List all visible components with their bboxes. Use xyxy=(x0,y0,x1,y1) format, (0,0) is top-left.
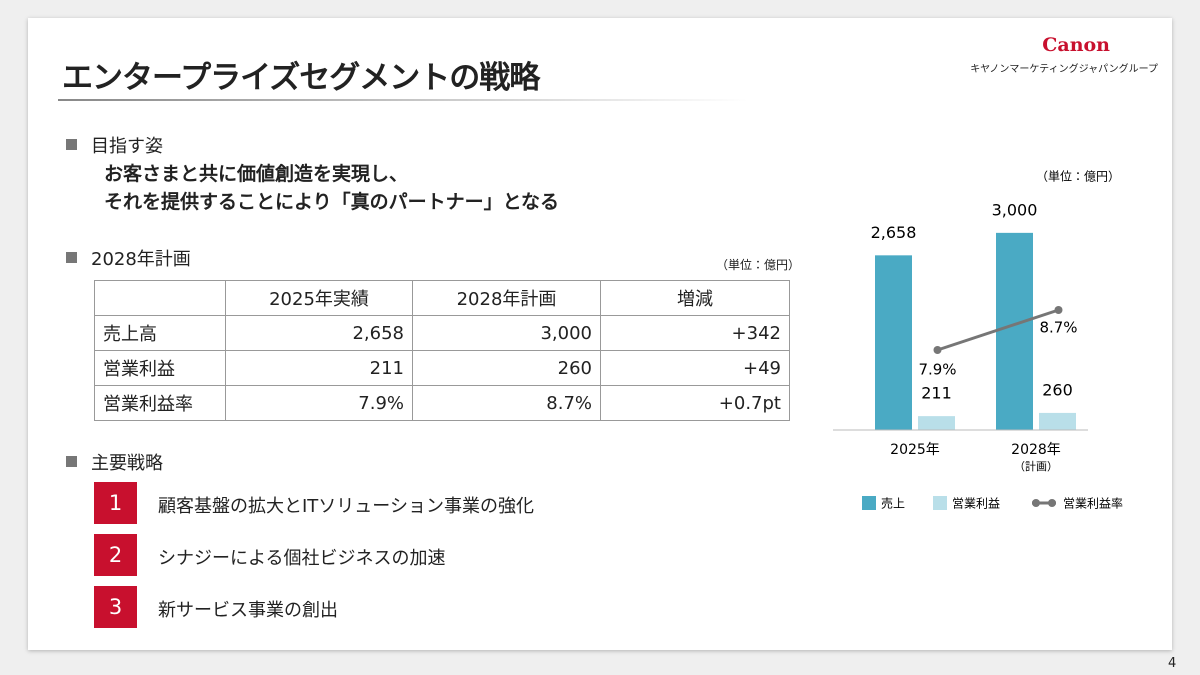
category-note: （計画） xyxy=(1014,459,1058,473)
cell: 8.7% xyxy=(412,385,601,421)
section-heading: 主要戦略 xyxy=(66,449,163,475)
company: キヤノンマーケティングジャパングループ xyxy=(970,64,1158,75)
rate-point xyxy=(1054,306,1063,314)
value-label: 260 xyxy=(1042,380,1073,399)
bar xyxy=(918,416,955,430)
column-header: 増減 xyxy=(600,280,790,316)
x-tick-label: 2028年 xyxy=(1011,442,1061,458)
value-label: 3,000 xyxy=(992,200,1038,219)
rate-line xyxy=(937,308,1059,352)
item-number: 1 xyxy=(94,482,137,524)
value-label: 211 xyxy=(921,384,952,403)
row: 営業利益 211 260 +49 xyxy=(94,350,790,386)
cell: +342 xyxy=(600,315,790,351)
plan-table: 2025年実績 2028年計画 増減 売上高 2,658 3,000 +342 … xyxy=(94,280,790,421)
legend-swatch xyxy=(862,496,876,510)
row: 売上高 2,658 3,000 +342 xyxy=(94,315,790,351)
legend-dot xyxy=(1048,499,1056,507)
title-rule xyxy=(58,99,748,101)
item-text: シナジーによる個社ビジネスの加速 xyxy=(158,548,446,569)
cell: 260 xyxy=(412,350,601,386)
cell: 7.9% xyxy=(225,385,413,421)
page-number: 4 xyxy=(1168,656,1177,671)
item-text: 新サービス事業の創出 xyxy=(158,600,338,621)
cell: 3,000 xyxy=(412,315,601,351)
vision-line: お客さまと共に価値創造を実現し、 xyxy=(104,163,409,185)
cell: +0.7pt xyxy=(600,385,790,421)
item-text: 顧客基盤の拡大とITソリューション事業の強化 xyxy=(158,496,534,517)
row-label: 売上高 xyxy=(94,315,226,351)
value-label: 7.9% xyxy=(918,361,956,379)
column-header: 2028年計画 xyxy=(412,280,601,316)
section-heading: 2028年計画 xyxy=(66,245,191,271)
cell: 2,658 xyxy=(225,315,413,351)
title: エンタープライズセグメントの戦略 xyxy=(62,60,540,96)
heading-text: 主要戦略 xyxy=(91,453,163,474)
unit: （単位：億円） xyxy=(716,258,801,272)
row-label: 営業利益率 xyxy=(94,385,226,421)
value-label: 8.7% xyxy=(1039,319,1077,337)
cell: +49 xyxy=(600,350,790,386)
x-tick-label: 2025年 xyxy=(890,442,940,458)
value-label: 2,658 xyxy=(871,223,917,242)
item-number: 2 xyxy=(94,534,137,576)
logo: Canon xyxy=(1042,34,1110,56)
heading-text: 2028年計画 xyxy=(91,249,191,270)
row: 営業利益率 7.9% 8.7% +0.7pt xyxy=(94,385,790,421)
row-label: 営業利益 xyxy=(94,350,226,386)
header-row: 2025年実績 2028年計画 増減 xyxy=(94,280,790,316)
column-header: 2025年実績 xyxy=(225,280,413,316)
legend-label: 売上 xyxy=(881,496,905,511)
bar xyxy=(996,232,1033,430)
item-number: 3 xyxy=(94,586,137,628)
bar xyxy=(875,255,912,430)
legend-label: 営業利益 xyxy=(952,497,1000,511)
legend-label: 営業利益率 xyxy=(1063,497,1123,511)
legend-dot xyxy=(1032,499,1040,507)
unit: （単位：億円） xyxy=(1036,170,1120,184)
vision-line: それを提供することにより「真のパートナー」となる xyxy=(104,191,560,213)
section-heading: 目指す姿 xyxy=(66,132,163,158)
heading-text: 目指す姿 xyxy=(91,136,163,157)
cell: 211 xyxy=(225,350,413,386)
rate-point xyxy=(933,346,942,354)
legend-swatch xyxy=(933,496,947,510)
bar xyxy=(1039,412,1076,430)
